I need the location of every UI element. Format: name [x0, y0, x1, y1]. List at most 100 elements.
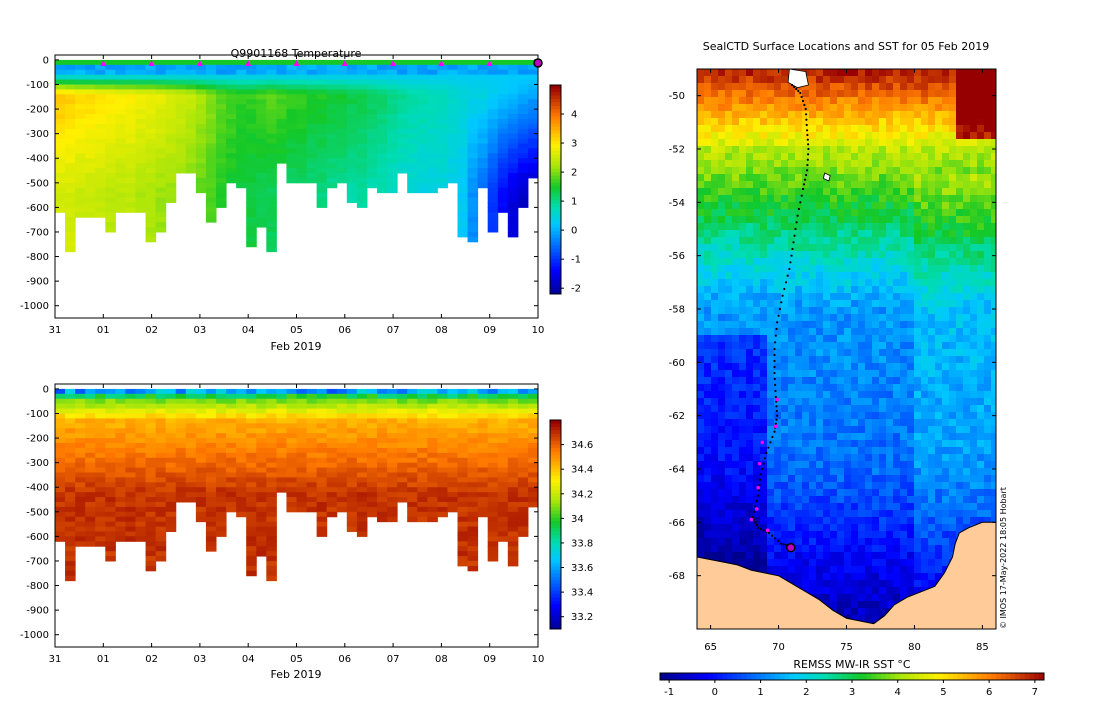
temperature-cell	[357, 158, 368, 163]
salinity-cell	[206, 394, 217, 399]
sst-cell	[781, 174, 788, 181]
sst-cell	[781, 118, 788, 125]
salinity-cell	[246, 409, 257, 414]
sst-cell	[823, 111, 830, 118]
salinity-cell	[427, 497, 438, 502]
salinity-cell	[256, 418, 267, 423]
temperature-cell	[156, 129, 167, 134]
salinity-cell	[397, 448, 408, 453]
sst-cell	[774, 188, 781, 195]
salinity-cell	[186, 409, 197, 414]
salinity-cell	[206, 527, 217, 532]
salinity-cell	[387, 423, 398, 428]
temperature-cell	[417, 183, 428, 188]
temperature-cell	[196, 70, 207, 75]
sst-cell	[914, 104, 921, 111]
temperature-cell	[246, 217, 257, 222]
sst-cell	[809, 181, 816, 188]
salinity-cell	[196, 463, 207, 468]
salinity-cell	[136, 502, 147, 507]
temperature-cell	[256, 65, 267, 70]
temperature-cell	[196, 158, 207, 163]
temperature-cell	[236, 65, 247, 70]
salinity-cell	[286, 463, 297, 468]
salinity-cell	[75, 409, 86, 414]
sst-cell	[963, 356, 970, 363]
salinity-cell	[528, 487, 539, 492]
temperature-cell	[266, 134, 277, 139]
temperature-cell	[357, 129, 368, 134]
sst-cell	[704, 181, 711, 188]
salinity-cell	[508, 409, 519, 414]
sst-cell	[704, 223, 711, 230]
salinity-cell	[176, 472, 187, 477]
sst-cell	[802, 230, 809, 237]
salinity-cell	[186, 414, 197, 419]
sst-cell	[984, 167, 991, 174]
salinity-cell	[468, 418, 479, 423]
sst-cell	[739, 237, 746, 244]
temperature-cell	[166, 109, 177, 114]
colorbar-cell	[550, 514, 561, 518]
salinity-cell	[186, 428, 197, 433]
temperature-cell	[387, 148, 398, 153]
sst-cell	[991, 139, 998, 146]
sst-cell	[914, 363, 921, 370]
sst-cell	[830, 97, 837, 104]
sst-cell	[753, 265, 760, 272]
salinity-cell	[357, 394, 368, 399]
sst-cell	[760, 209, 767, 216]
salinity-cell	[397, 404, 408, 409]
salinity-cell	[226, 448, 237, 453]
sst-cell	[809, 97, 816, 104]
salinity-cell	[367, 477, 378, 482]
temperature-cell	[176, 129, 187, 134]
sst-cell	[984, 307, 991, 314]
sst-cell	[704, 265, 711, 272]
temperature-cell	[427, 65, 438, 70]
temperature-cell	[85, 94, 96, 99]
salinity-cell	[286, 507, 297, 512]
temperature-cell	[136, 75, 147, 80]
salinity-cell	[488, 399, 499, 404]
temperature-cell	[176, 163, 187, 168]
sst-cell	[991, 237, 998, 244]
temperature-cell	[286, 85, 297, 90]
sst-cell	[725, 181, 732, 188]
sst-cell	[977, 314, 984, 321]
salinity-cell	[488, 438, 499, 443]
sst-cell	[879, 146, 886, 153]
temperature-cell	[216, 198, 227, 203]
temperature-panel: Q9901168 Temperature 0-100-200-300-400-5…	[20, 47, 581, 353]
salinity-cell	[478, 463, 489, 468]
sst-cell	[921, 237, 928, 244]
colorbar-cell	[550, 500, 561, 504]
temperature-cell	[488, 227, 499, 232]
temperature-cell	[377, 89, 388, 94]
sst-cell	[844, 76, 851, 83]
temperature-cell	[437, 183, 448, 188]
salinity-cell	[347, 477, 358, 482]
salinity-cell	[307, 428, 318, 433]
sst-cell	[935, 139, 942, 146]
sst-cell	[851, 230, 858, 237]
sst-cell	[830, 111, 837, 118]
sst-cell	[851, 111, 858, 118]
sst-cell	[907, 76, 914, 83]
sst-cell	[907, 244, 914, 251]
sst-cell	[809, 104, 816, 111]
sst-cell	[830, 153, 837, 160]
sst-cell	[984, 111, 991, 118]
temperature-cell	[307, 60, 318, 65]
temperature-cell	[337, 139, 348, 144]
sst-cell	[704, 216, 711, 223]
salinity-cell	[357, 497, 368, 502]
temperature-cell	[196, 129, 207, 134]
temperature-cell	[458, 227, 469, 232]
salinity-cell	[216, 527, 227, 532]
temperature-cell	[65, 158, 76, 163]
sst-cell	[795, 118, 802, 125]
salinity-cell	[518, 482, 529, 487]
temperature-cell	[447, 99, 458, 104]
temperature-cell	[156, 153, 167, 158]
